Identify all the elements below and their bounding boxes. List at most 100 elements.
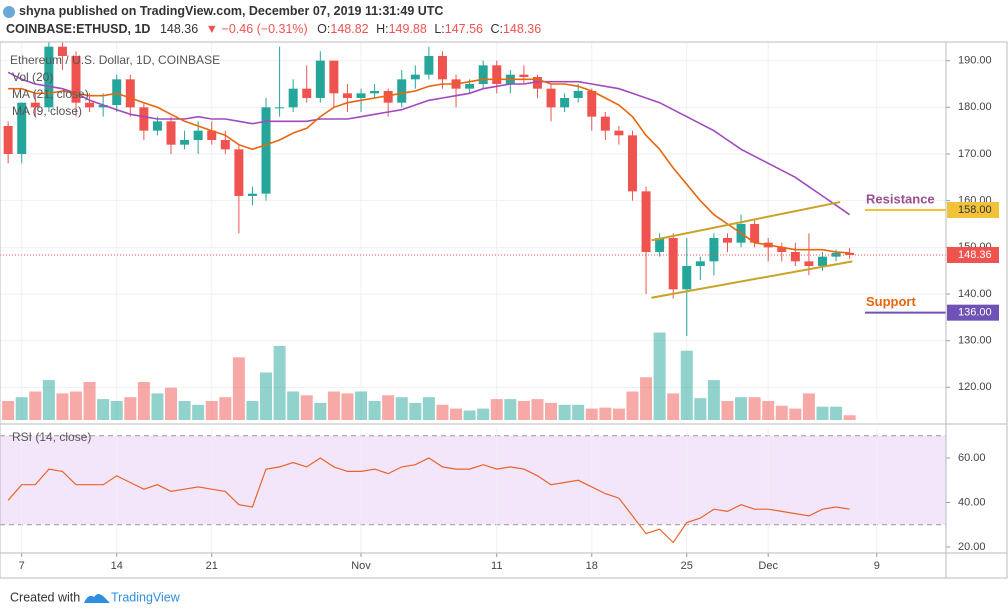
candle-body [370, 91, 380, 94]
candle-body [600, 116, 610, 131]
candle-body [804, 261, 814, 266]
volume-bar [816, 406, 829, 420]
ma-line [8, 78, 850, 254]
symbol-line: COINBASE:ETHUSD, 1D 148.36 ▼ −0.46 (−0.3… [6, 22, 541, 36]
candle-body [397, 79, 407, 103]
candle-body [587, 91, 597, 117]
x-tick-label: 25 [681, 560, 693, 572]
level-label: 136.00 [958, 307, 992, 319]
volume-bar [83, 382, 96, 420]
volume-bar [178, 401, 191, 420]
volume-bar [463, 410, 476, 420]
y-tick-label: 20.00 [958, 541, 986, 553]
candle-body [234, 149, 244, 196]
volume-bar [612, 408, 625, 420]
candle-body [356, 93, 366, 98]
volume-bar [762, 401, 775, 420]
ohlc-value: 148.82 [330, 22, 368, 36]
volume-bar [680, 350, 693, 420]
level-box [947, 202, 999, 218]
x-tick-label: 9 [874, 560, 880, 572]
candle-body [288, 88, 298, 108]
publisher: shyna published on TradingView.com, Dece… [19, 4, 443, 18]
volume-bar [382, 395, 395, 420]
candle-body [247, 193, 257, 196]
volume-bar [735, 397, 748, 420]
candle-body [750, 224, 760, 243]
volume-bar [341, 393, 354, 420]
volume-bar [110, 401, 123, 420]
frame [0, 41, 1008, 579]
volume-bar [327, 391, 340, 420]
volume-bar [219, 397, 232, 420]
volume-bar [789, 408, 802, 420]
candle-body [532, 77, 542, 89]
volume-bar [260, 372, 273, 420]
candle-body [722, 238, 732, 243]
volume-bar [395, 397, 408, 420]
candle-body [614, 130, 624, 136]
candle-body [329, 60, 339, 94]
candle-body [641, 191, 651, 252]
price: 148.36 [160, 22, 198, 36]
volume-bar [314, 402, 327, 420]
last-price-label: 148.36 [958, 249, 992, 261]
candle-body [573, 91, 583, 98]
candle-body [44, 46, 54, 108]
y-tick-label: 120.00 [958, 381, 992, 393]
x-tick-label: 14 [111, 560, 123, 572]
volume-bar [300, 395, 313, 420]
x-tick-label: 18 [586, 560, 598, 572]
candle-body [193, 130, 203, 140]
volume-bar [232, 357, 245, 420]
candle-body [57, 46, 67, 56]
candle-body [112, 79, 122, 105]
ohlc-value: 149.88 [389, 22, 427, 36]
candle-body [817, 256, 827, 266]
candle-body [180, 140, 190, 145]
level-name: Support [866, 294, 916, 309]
candle-body [655, 238, 665, 252]
y-tick-label: 40.00 [958, 496, 986, 508]
candle-body [831, 252, 841, 257]
candle-body [627, 135, 637, 192]
candle-body [30, 102, 40, 108]
candle-body [519, 74, 529, 77]
ma-line [7, 71, 851, 216]
volume-title: Vol (20) [12, 70, 53, 84]
volume-bar [97, 399, 110, 420]
candle-body [560, 98, 570, 108]
footer-logo [84, 594, 110, 603]
last-price-box [947, 246, 999, 263]
ohlc-label: C: [490, 22, 503, 36]
candle-body [709, 238, 719, 262]
candle-body [668, 238, 678, 290]
candle-body [383, 91, 393, 103]
candle-body [465, 84, 475, 89]
candle-body [424, 56, 434, 75]
volume-bar [137, 382, 150, 420]
ohlc-label: H: [376, 22, 389, 36]
chart-title: Ethereum / U.S. Dollar, 1D, COINBASE [10, 53, 220, 67]
candle-body [85, 102, 95, 108]
legend-entry: MA (21, close) [12, 87, 89, 101]
candle-body [410, 74, 420, 80]
volume-bar [558, 404, 571, 420]
volume-bar [42, 380, 55, 420]
rsi-title: RSI (14, close) [12, 430, 91, 444]
volume-bar [504, 399, 517, 420]
volume-bar [422, 397, 435, 420]
volume-bar [273, 345, 286, 420]
candle-body [98, 105, 108, 108]
candle-body [139, 107, 149, 131]
ohlc-label: L: [434, 22, 444, 36]
candle-body [166, 121, 176, 145]
volume-bar [721, 401, 734, 420]
footer-text: Created with [10, 590, 80, 604]
avatar [3, 6, 15, 18]
candle-body [546, 88, 556, 108]
volume-bar [585, 408, 598, 420]
candle-body [478, 65, 488, 84]
rsi-band [0, 435, 946, 525]
